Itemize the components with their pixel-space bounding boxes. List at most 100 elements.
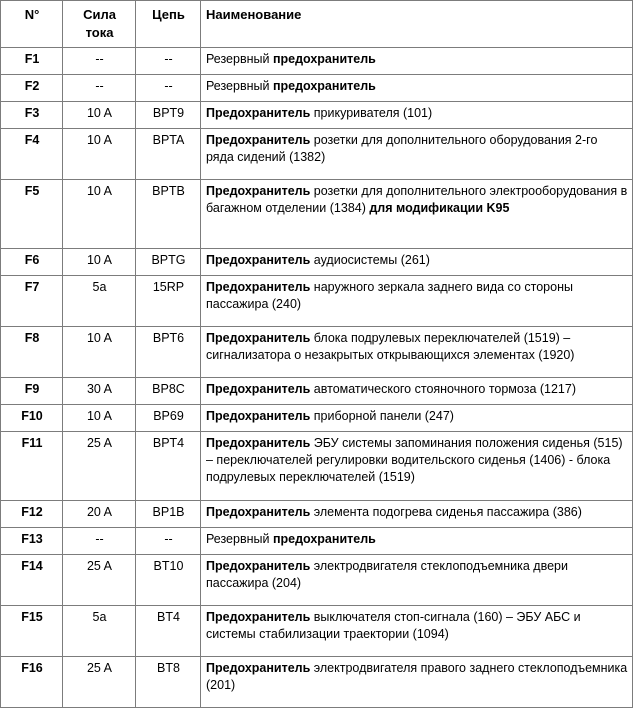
cell-fuse-description: Резервный предохранитель (200, 526, 633, 555)
cell-fuse-description: Предохранитель выключателя стоп-сигнала … (200, 604, 633, 657)
cell-fuse-number: F12 (0, 499, 63, 528)
table-row: F3 10 A BPT9 Предохранитель прикуривателя (… (0, 100, 633, 129)
cell-fuse-current: 25 A (62, 430, 136, 501)
cell-fuse-description: Предохранитель автоматического стояночно… (200, 376, 633, 405)
table-row: F1 -- -- Резервный предохранитель (0, 46, 633, 75)
description-emphasis: предохранитель (272, 531, 376, 546)
cell-fuse-current: 10 A (62, 247, 136, 276)
cell-fuse-circuit: BPTG (135, 247, 201, 276)
table-row: F12 20 A BP1B Предохранитель элемента подог… (0, 499, 633, 528)
cell-fuse-description: Предохранитель аудиосистемы (261) (200, 247, 633, 276)
cell-fuse-description: Резервный предохранитель (200, 73, 633, 102)
table-row: F15 5а BT4 Предохранитель выключателя стоп-… (0, 604, 633, 657)
cell-fuse-circuit: -- (135, 526, 201, 555)
cell-fuse-description: Предохранитель розетки для дополнительно… (200, 178, 633, 249)
cell-fuse-current: 10 A (62, 178, 136, 249)
cell-fuse-circuit: -- (135, 73, 201, 102)
cell-fuse-number: F1 (0, 46, 63, 75)
cell-fuse-circuit: 15RP (135, 274, 201, 327)
cell-fuse-current: 20 A (62, 499, 136, 528)
description-emphasis: Предохранитель (206, 408, 311, 423)
cell-fuse-number: F14 (0, 553, 63, 606)
description-text: прикуривателя (101) (310, 105, 433, 120)
table-row: F5 10 A BPTB Предохранитель розетки для доп… (0, 178, 633, 249)
column-header-current-line1: Сила (83, 7, 116, 22)
description-emphasis: предохранитель (272, 78, 376, 93)
table-row: F7 5а 15RP Предохранитель наружного зеркала… (0, 274, 633, 327)
table-row: F4 10 A BPTA Предохранитель розетки для доп… (0, 127, 633, 180)
description-text: аудиосистемы (261) (310, 252, 430, 267)
cell-fuse-current: 5а (62, 604, 136, 657)
cell-fuse-description: Предохранитель розетки для дополнительно… (200, 127, 633, 180)
cell-fuse-number: F6 (0, 247, 63, 276)
cell-fuse-circuit: BT4 (135, 604, 201, 657)
cell-fuse-number: F15 (0, 604, 63, 657)
cell-fuse-current: -- (62, 526, 136, 555)
cell-fuse-current: 25 A (62, 553, 136, 606)
description-emphasis: Предохранитель (206, 132, 311, 147)
cell-fuse-number: F16 (0, 655, 63, 708)
description-emphasis: Предохранитель (206, 279, 311, 294)
table-row: F2 -- -- Резервный предохранитель (0, 73, 633, 102)
description-text: элемента подогрева сиденья пассажира (38… (310, 504, 582, 519)
cell-fuse-description: Предохранитель блока подрулевых переключ… (200, 325, 633, 378)
column-header-circuit: Цепь (135, 0, 201, 48)
description-emphasis: Предохранитель (206, 381, 311, 396)
table-body: F1 -- -- Резервный предохранитель F2 -- -- Резе… (0, 46, 633, 708)
cell-fuse-description: Предохранитель электродвигателя стеклопо… (200, 553, 633, 606)
cell-fuse-circuit: BP1B (135, 499, 201, 528)
cell-fuse-circuit: BP8C (135, 376, 201, 405)
description-text: блока подрулевых переключателей (1519) –… (206, 330, 575, 363)
cell-fuse-number: F5 (0, 178, 63, 249)
table-header: N° Сила тока Цепь Наименование (0, 0, 633, 48)
cell-fuse-circuit: BP69 (135, 403, 201, 432)
table-row: F6 10 A BPTG Предохранитель аудиосистемы (2… (0, 247, 633, 276)
cell-fuse-current: 10 A (62, 403, 136, 432)
cell-fuse-circuit: BPT4 (135, 430, 201, 501)
description-text: автоматического стояночного тормоза (121… (310, 381, 576, 396)
cell-fuse-circuit: BT8 (135, 655, 201, 708)
description-text: наружного зеркала заднего вида со сторон… (206, 279, 573, 312)
description-text: Резервный (206, 531, 273, 546)
table-row: F9 30 A BP8C Предохранитель автоматического… (0, 376, 633, 405)
cell-fuse-number: F10 (0, 403, 63, 432)
cell-fuse-number: F3 (0, 100, 63, 129)
cell-fuse-current: 10 A (62, 100, 136, 129)
header-row: N° Сила тока Цепь Наименование (0, 0, 633, 48)
table-row: F10 10 A BP69 Предохранитель приборной пане… (0, 403, 633, 432)
cell-fuse-circuit: -- (135, 46, 201, 75)
table-row: F16 25 A BT8 Предохранитель электродвигател… (0, 655, 633, 708)
cell-fuse-description: Предохранитель элемента подогрева сидень… (200, 499, 633, 528)
column-header-current-line2: тока (85, 24, 114, 40)
column-header-number: N° (0, 0, 63, 48)
description-emphasis-tail: для модификации K95 (369, 201, 510, 216)
description-text: приборной панели (247) (310, 408, 454, 423)
cell-fuse-current: 10 A (62, 127, 136, 180)
description-emphasis: Предохранитель (206, 330, 311, 345)
cell-fuse-description: Предохранитель приборной панели (247) (200, 403, 633, 432)
cell-fuse-number: F7 (0, 274, 63, 327)
description-emphasis: Предохранитель (206, 183, 311, 198)
cell-fuse-description: Предохранитель электродвигателя правого … (200, 655, 633, 708)
description-text: розетки для дополнительного оборудования… (206, 132, 598, 165)
column-header-current: Сила тока (62, 0, 136, 48)
description-emphasis: Предохранитель (206, 504, 311, 519)
cell-fuse-current: -- (62, 73, 136, 102)
cell-fuse-current: 10 A (62, 325, 136, 378)
cell-fuse-current: 30 A (62, 376, 136, 405)
description-emphasis: предохранитель (272, 51, 376, 66)
description-emphasis: Предохранитель (206, 609, 311, 624)
table-row: F8 10 A BPT6 Предохранитель блока подрулевы… (0, 325, 633, 378)
column-header-name: Наименование (200, 0, 633, 48)
description-text: розетки для дополнительного электрообору… (206, 183, 628, 216)
cell-fuse-description: Резервный предохранитель (200, 46, 633, 75)
description-emphasis: Предохранитель (206, 435, 311, 450)
cell-fuse-current: 25 A (62, 655, 136, 708)
description-text: Резервный (206, 78, 273, 93)
cell-fuse-circuit: BPTA (135, 127, 201, 180)
table-row: F11 25 A BPT4 Предохранитель ЭБУ системы за… (0, 430, 633, 501)
table-row: F13 -- -- Резервный предохранитель (0, 526, 633, 555)
cell-fuse-current: 5а (62, 274, 136, 327)
cell-fuse-circuit: BT10 (135, 553, 201, 606)
